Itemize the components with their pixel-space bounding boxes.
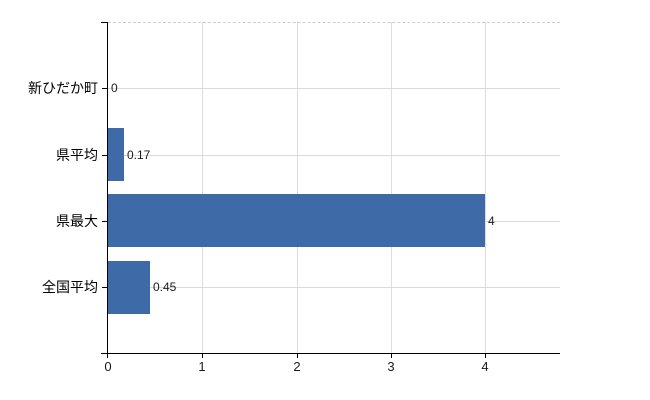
y-axis-tick xyxy=(102,221,108,222)
gridline-vertical xyxy=(485,22,486,353)
bar-value-label: 0 xyxy=(111,81,118,95)
x-axis-tick xyxy=(485,354,486,358)
bar-value-label: 4 xyxy=(488,214,495,228)
category-label: 県最大 xyxy=(56,213,98,229)
plot-area xyxy=(108,22,560,353)
y-axis-line xyxy=(107,22,108,358)
x-tick-label: 3 xyxy=(387,359,395,374)
gridline-horizontal xyxy=(108,88,560,89)
category-label: 新ひだか町 xyxy=(28,80,98,96)
gridline-horizontal xyxy=(108,155,560,156)
bar xyxy=(108,128,124,181)
gridline-vertical xyxy=(390,22,392,353)
gridline-horizontal xyxy=(108,287,560,288)
x-axis-tick xyxy=(202,354,203,358)
x-tick-label: 2 xyxy=(293,359,301,374)
x-axis-line xyxy=(101,353,560,354)
gridline-vertical xyxy=(296,22,298,353)
bar xyxy=(108,194,485,247)
y-axis-tick xyxy=(102,155,108,156)
x-axis-tick xyxy=(391,354,392,358)
x-axis-tick xyxy=(297,354,298,358)
y-axis-tick xyxy=(102,88,108,89)
category-label: 全国平均 xyxy=(42,279,98,295)
x-tick-label: 1 xyxy=(198,359,206,374)
bar-value-label: 0.45 xyxy=(153,280,177,294)
bar-value-label: 0.17 xyxy=(127,148,151,162)
bar xyxy=(108,261,150,314)
y-axis-tick xyxy=(102,287,108,288)
plot-top-border xyxy=(108,22,560,23)
category-label: 県平均 xyxy=(56,147,98,163)
x-tick-label: 4 xyxy=(481,359,489,374)
gridline-vertical xyxy=(202,22,204,353)
x-tick-label: 0 xyxy=(104,359,112,374)
y-axis-top-tick xyxy=(101,22,108,23)
